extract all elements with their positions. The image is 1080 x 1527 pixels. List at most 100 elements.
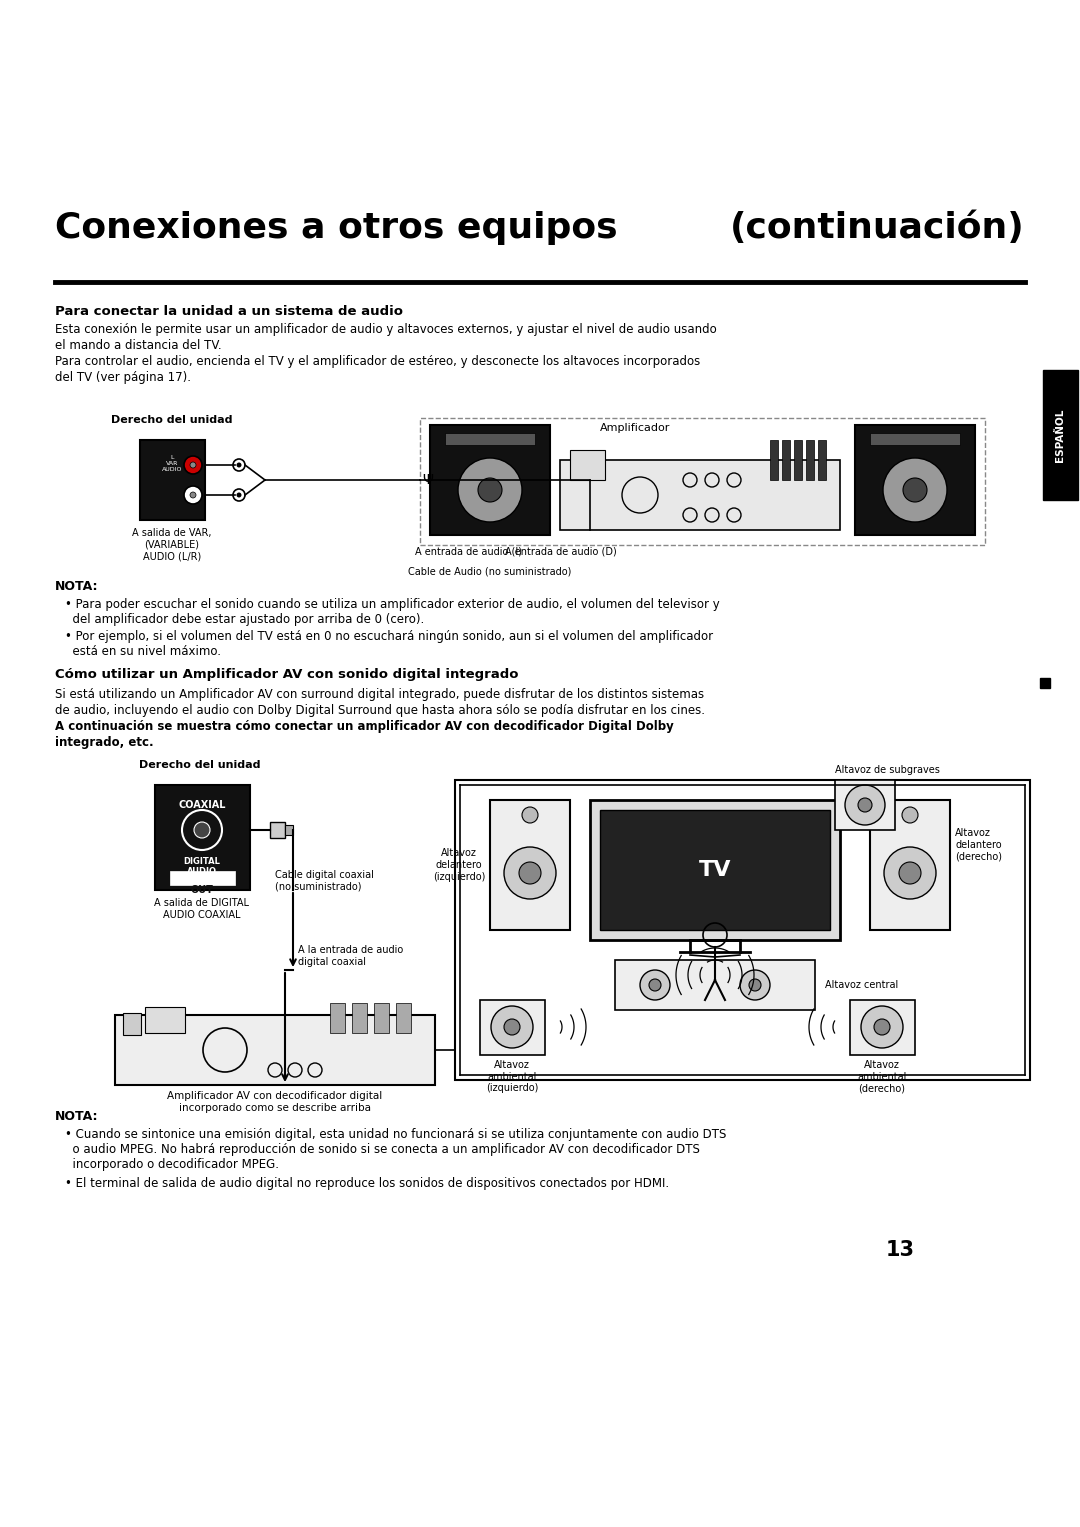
Text: Para controlar el audio, encienda el TV y el amplificador de estéreo, y desconec: Para controlar el audio, encienda el TV … — [55, 354, 700, 368]
Text: Cable digital coaxial
(no suministrado): Cable digital coaxial (no suministrado) — [275, 870, 374, 892]
Text: Si está utilizando un Amplificador AV con surround digital integrado, puede disf: Si está utilizando un Amplificador AV co… — [55, 689, 704, 701]
Text: o audio MPEG. No habrá reproducción de sonido si se conecta a un amplificador AV: o audio MPEG. No habrá reproducción de s… — [65, 1144, 700, 1156]
Bar — [285, 825, 293, 835]
Bar — [430, 425, 550, 534]
Text: TV: TV — [699, 860, 731, 880]
Circle shape — [874, 1019, 890, 1035]
Text: Cómo utilizar un Amplificador AV con sonido digital integrado: Cómo utilizar un Amplificador AV con son… — [55, 667, 518, 681]
Circle shape — [883, 458, 947, 522]
Circle shape — [858, 799, 872, 812]
Text: OUT: OUT — [190, 886, 214, 895]
Text: Altavoz
ambiental
(izquierdo): Altavoz ambiental (izquierdo) — [486, 1060, 538, 1093]
Bar — [818, 440, 826, 479]
Bar — [455, 780, 1030, 1080]
Bar — [1043, 370, 1078, 499]
Text: A continuación se muestra cómo conectar un amplificador AV con decodificador Dig: A continuación se muestra cómo conectar … — [55, 721, 674, 733]
Bar — [170, 870, 235, 886]
Text: Conexiones a otros equipos: Conexiones a otros equipos — [55, 211, 618, 244]
Circle shape — [184, 486, 202, 504]
Text: Amplificador AV con decodificador digital
incorporado como se describe arriba: Amplificador AV con decodificador digita… — [167, 1090, 382, 1113]
Text: Derecho del unidad: Derecho del unidad — [139, 760, 260, 770]
Text: Altavoz
delantero
(derecho): Altavoz delantero (derecho) — [955, 829, 1002, 861]
Text: • El terminal de salida de audio digital no reproduce los sonidos de dispositivo: • El terminal de salida de audio digital… — [65, 1177, 670, 1190]
Bar — [615, 960, 815, 1009]
Bar — [782, 440, 789, 479]
Text: A salida de VAR,
(VARIABLE)
AUDIO (L/R): A salida de VAR, (VARIABLE) AUDIO (L/R) — [132, 528, 212, 562]
Bar — [420, 418, 985, 545]
Text: L
VAR
AUDIO: L VAR AUDIO — [162, 455, 183, 472]
Text: Ψ: Ψ — [422, 473, 433, 487]
Bar — [570, 450, 605, 479]
Circle shape — [504, 847, 556, 899]
Bar — [114, 1015, 435, 1086]
Text: (continuación): (continuación) — [730, 211, 1025, 244]
Circle shape — [190, 492, 195, 498]
Bar — [490, 800, 570, 930]
Bar — [1040, 678, 1050, 689]
Bar — [330, 1003, 345, 1032]
Bar — [870, 434, 960, 444]
Text: Cable de Audio (no suministrado): Cable de Audio (no suministrado) — [408, 567, 571, 577]
Circle shape — [194, 822, 210, 838]
Text: ESPAÑOL: ESPAÑOL — [1055, 408, 1065, 461]
Text: A salida de DIGITAL
AUDIO COAXIAL: A salida de DIGITAL AUDIO COAXIAL — [154, 898, 249, 919]
Circle shape — [519, 863, 541, 884]
Text: NOTA:: NOTA: — [55, 580, 98, 592]
Circle shape — [190, 463, 195, 467]
Bar — [270, 822, 285, 838]
Circle shape — [740, 970, 770, 1000]
Text: A entrada de audio (D): A entrada de audio (D) — [505, 547, 617, 557]
Circle shape — [522, 806, 538, 823]
Bar — [850, 1000, 915, 1055]
Text: AUDIO: AUDIO — [187, 867, 217, 876]
Bar — [835, 780, 895, 831]
Text: Altavoz
ambiental
(derecho): Altavoz ambiental (derecho) — [858, 1060, 907, 1093]
Bar — [140, 440, 205, 521]
Text: DIGITAL: DIGITAL — [184, 857, 220, 866]
Text: incorporado o decodificador MPEG.: incorporado o decodificador MPEG. — [65, 1157, 279, 1171]
Text: A la entrada de audio
digital coaxial: A la entrada de audio digital coaxial — [298, 945, 403, 967]
Text: • Para poder escuchar el sonido cuando se utiliza un amplificador exterior de au: • Para poder escuchar el sonido cuando s… — [65, 599, 719, 611]
Bar — [352, 1003, 367, 1032]
Circle shape — [237, 493, 242, 498]
Bar — [123, 1012, 141, 1035]
Bar — [770, 440, 778, 479]
Circle shape — [649, 979, 661, 991]
Text: Para conectar la unidad a un sistema de audio: Para conectar la unidad a un sistema de … — [55, 305, 403, 318]
Text: Altavoz
delantero
(izquierdo): Altavoz delantero (izquierdo) — [433, 849, 485, 881]
Text: Esta conexión le permite usar un amplificador de audio y altavoces externos, y a: Esta conexión le permite usar un amplifi… — [55, 324, 717, 336]
Bar — [806, 440, 814, 479]
Bar — [156, 785, 249, 890]
Text: COAXIAL: COAXIAL — [178, 800, 226, 809]
Text: integrado, etc.: integrado, etc. — [55, 736, 153, 750]
Bar — [855, 425, 975, 534]
Bar — [396, 1003, 411, 1032]
Text: el mando a distancia del TV.: el mando a distancia del TV. — [55, 339, 221, 353]
Circle shape — [458, 458, 522, 522]
Text: • Por ejemplo, si el volumen del TV está en 0 no escuchará ningún sonido, aun si: • Por ejemplo, si el volumen del TV está… — [65, 631, 713, 643]
Text: 13: 13 — [886, 1240, 915, 1260]
Circle shape — [845, 785, 885, 825]
Text: A entrada de audio (I): A entrada de audio (I) — [415, 547, 522, 557]
Text: de audio, incluyendo el audio con Dolby Digital Surround que hasta ahora sólo se: de audio, incluyendo el audio con Dolby … — [55, 704, 705, 718]
Text: Altavoz de subgraves: Altavoz de subgraves — [835, 765, 940, 776]
Circle shape — [491, 1006, 534, 1048]
Text: NOTA:: NOTA: — [55, 1110, 98, 1122]
Circle shape — [903, 478, 927, 502]
Bar — [794, 440, 802, 479]
Circle shape — [478, 478, 502, 502]
Circle shape — [750, 979, 761, 991]
Bar — [561, 460, 840, 530]
Bar — [600, 809, 831, 930]
Text: del amplificador debe estar ajustado por arriba de 0 (cero).: del amplificador debe estar ajustado por… — [65, 612, 424, 626]
Circle shape — [237, 463, 242, 467]
Bar — [445, 434, 535, 444]
Circle shape — [184, 457, 202, 473]
Text: Amplificador: Amplificador — [600, 423, 671, 434]
Text: del TV (ver página 17).: del TV (ver página 17). — [55, 371, 191, 383]
Circle shape — [902, 806, 918, 823]
Circle shape — [885, 847, 936, 899]
Circle shape — [504, 1019, 519, 1035]
Bar — [145, 1006, 185, 1032]
Bar — [374, 1003, 389, 1032]
